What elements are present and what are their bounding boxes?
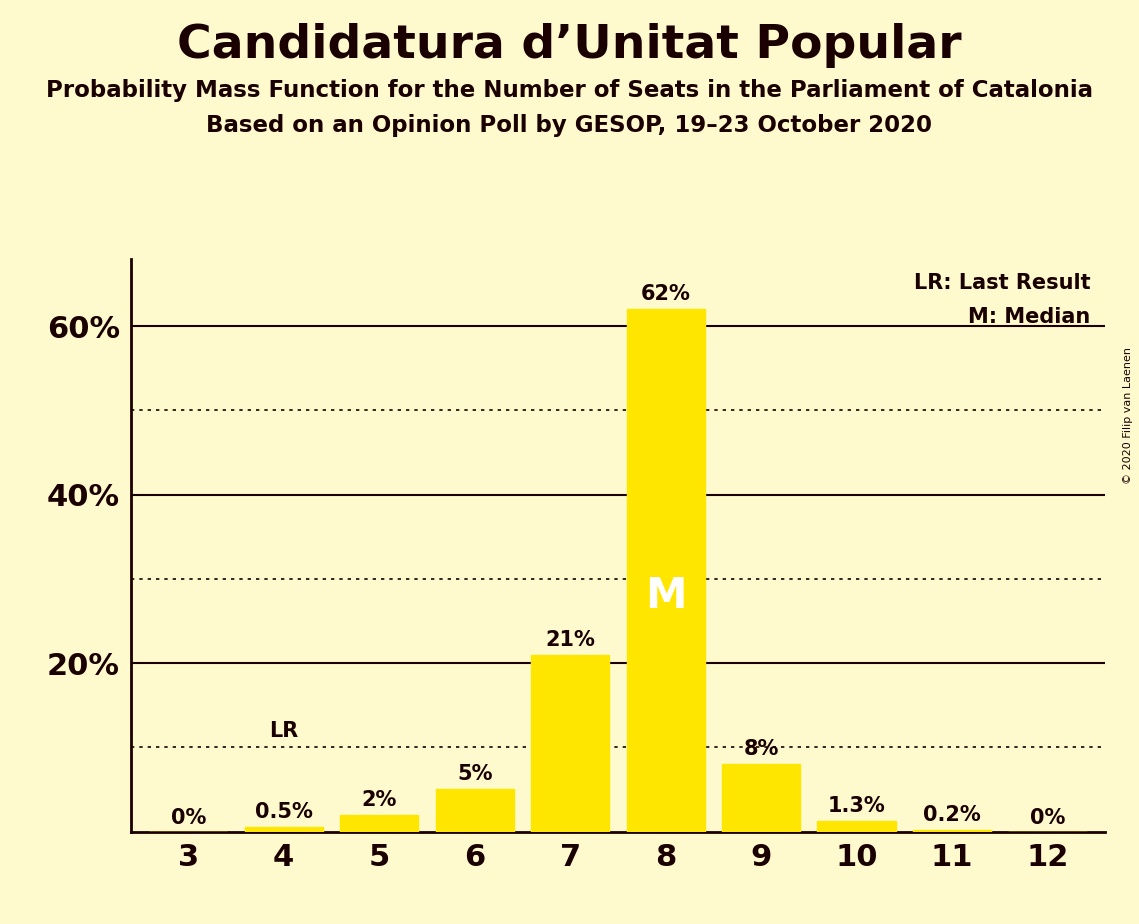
Text: 8%: 8%: [744, 739, 779, 760]
Text: 0.5%: 0.5%: [255, 802, 313, 822]
Text: LR: Last Result: LR: Last Result: [913, 274, 1090, 293]
Bar: [626, 310, 705, 832]
Text: 2%: 2%: [361, 790, 396, 809]
Bar: [913, 830, 991, 832]
Text: 0.2%: 0.2%: [924, 805, 981, 825]
Text: 62%: 62%: [641, 285, 690, 304]
Text: © 2020 Filip van Laenen: © 2020 Filip van Laenen: [1123, 347, 1133, 484]
Text: 5%: 5%: [457, 764, 492, 784]
Bar: [722, 764, 801, 832]
Bar: [245, 827, 322, 832]
Text: Based on an Opinion Poll by GESOP, 19–23 October 2020: Based on an Opinion Poll by GESOP, 19–23…: [206, 114, 933, 137]
Text: 0%: 0%: [171, 808, 206, 828]
Bar: [435, 789, 514, 832]
Bar: [341, 815, 418, 832]
Text: 0%: 0%: [1030, 808, 1065, 828]
Bar: [531, 655, 609, 832]
Text: 1.3%: 1.3%: [828, 796, 885, 816]
Bar: [818, 821, 895, 832]
Text: M: M: [645, 575, 687, 616]
Text: Candidatura d’Unitat Popular: Candidatura d’Unitat Popular: [178, 23, 961, 68]
Text: LR: LR: [269, 721, 298, 741]
Text: M: Median: M: Median: [968, 308, 1090, 327]
Text: 21%: 21%: [546, 629, 595, 650]
Text: Probability Mass Function for the Number of Seats in the Parliament of Catalonia: Probability Mass Function for the Number…: [46, 79, 1093, 102]
